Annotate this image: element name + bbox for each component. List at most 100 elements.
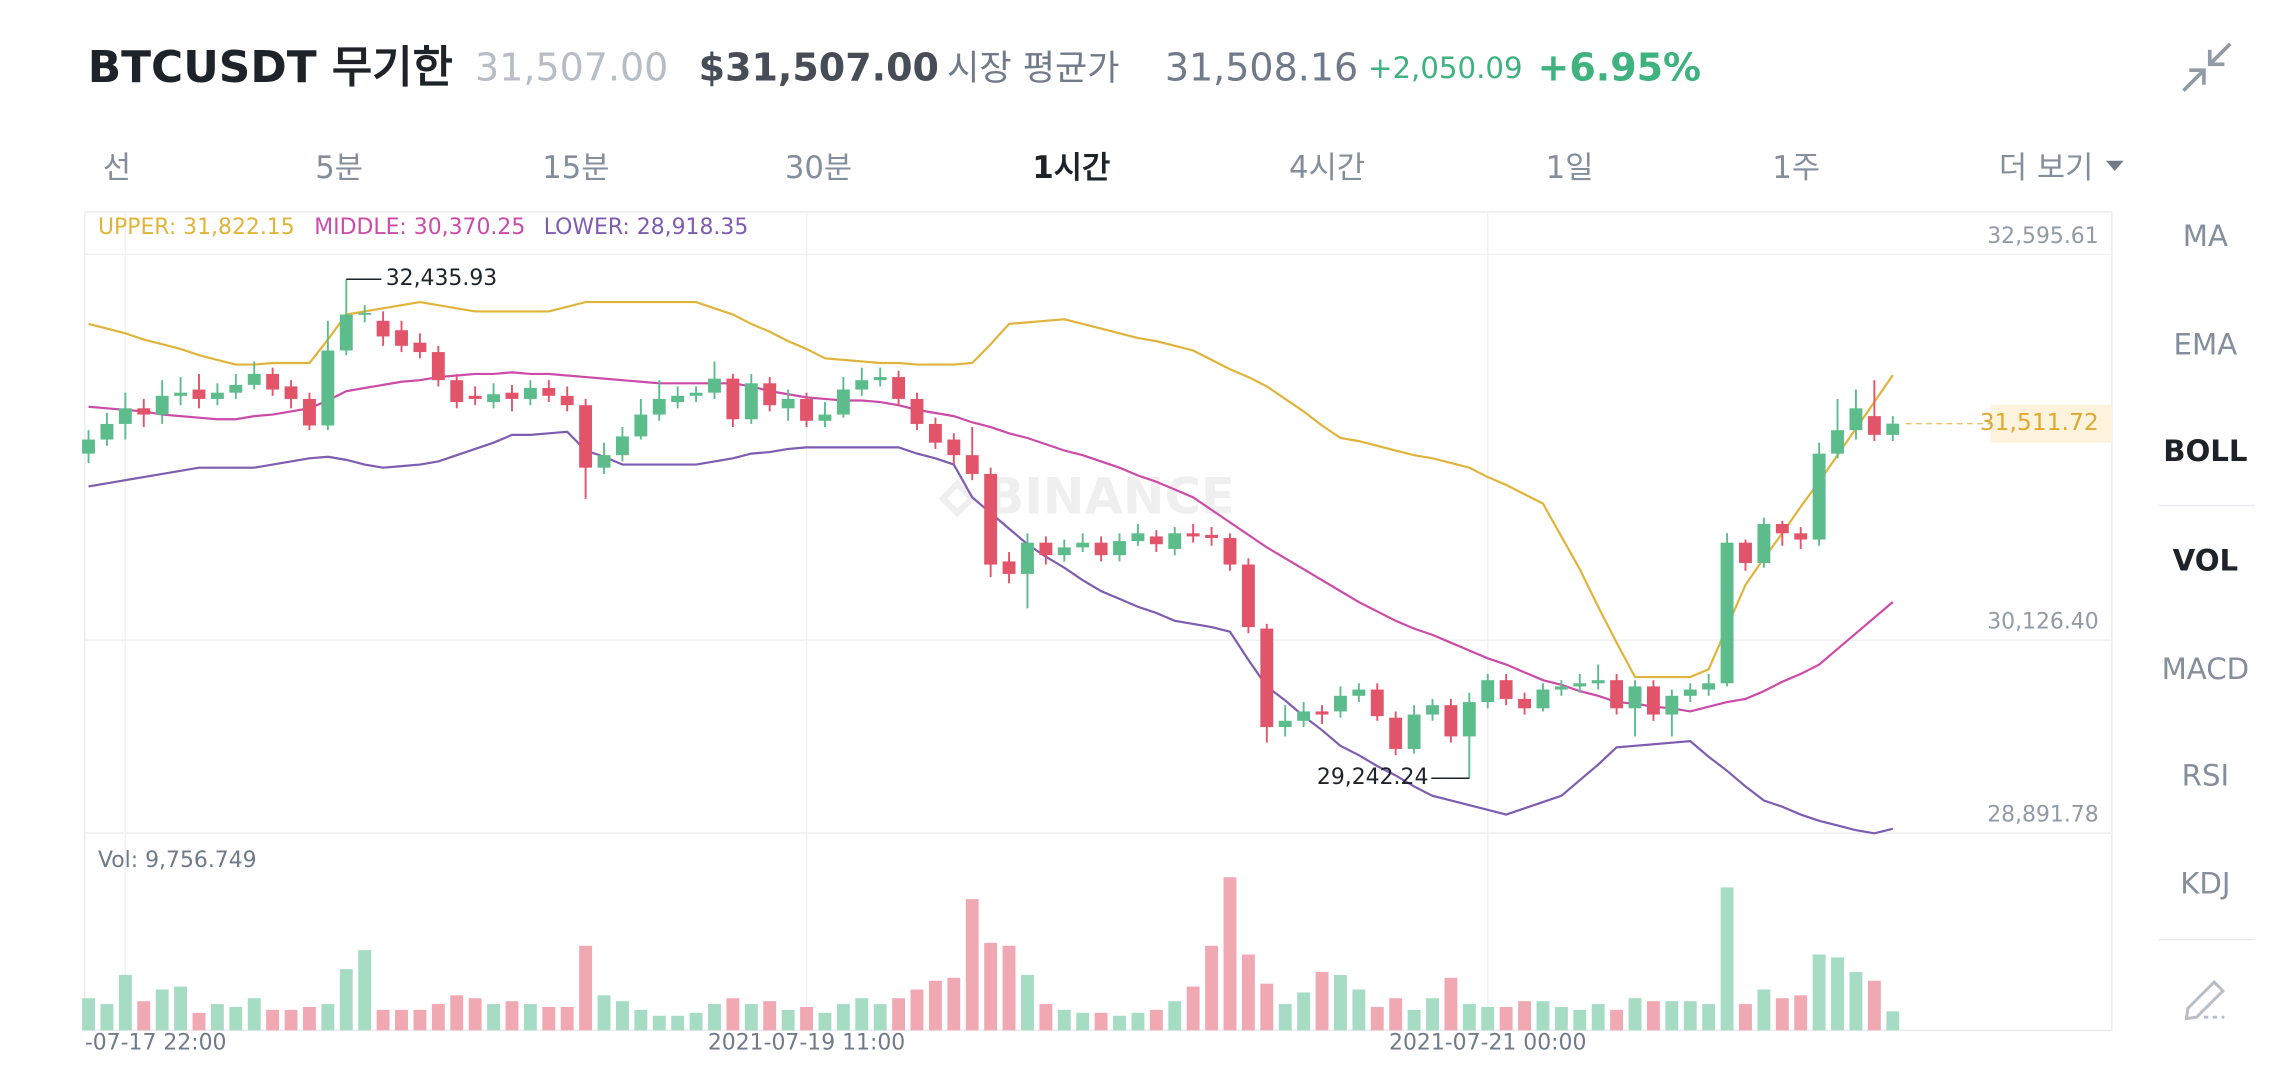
candle-body — [1886, 423, 1900, 435]
indicator-tab[interactable]: EMA — [2174, 327, 2238, 361]
volume-bar — [174, 986, 188, 1031]
candle-body — [1499, 680, 1513, 699]
volume-bar — [321, 1004, 335, 1031]
volume-bar — [266, 1009, 280, 1031]
volume-bar — [634, 1009, 648, 1031]
candle-body — [1168, 533, 1182, 549]
interval-tab[interactable]: 30분 — [785, 151, 852, 186]
volume-bar — [1094, 1012, 1108, 1031]
volume-bar — [118, 974, 132, 1031]
volume-bar — [615, 1001, 629, 1031]
candle-body — [1131, 533, 1145, 542]
y-tick-label: 28,891.78 — [1987, 802, 2098, 827]
volume-bar — [1831, 957, 1844, 1031]
interval-tab[interactable]: 더 보기 — [1999, 151, 2093, 186]
candle-body — [1426, 705, 1439, 715]
dropdown-arrow — [2106, 160, 2124, 171]
volume-bar — [1334, 974, 1347, 1031]
indicator-tab[interactable]: KDJ — [2180, 867, 2230, 901]
indicator-tab[interactable]: VOL — [2173, 544, 2239, 578]
indicator-tab[interactable]: BOLL — [2163, 434, 2247, 468]
candle-body — [1021, 542, 1034, 574]
change: +2,050.09 — [1368, 51, 1523, 85]
draw-tool-icon[interactable] — [2184, 980, 2225, 1021]
volume-bar — [1186, 986, 1200, 1031]
candle-body — [579, 405, 593, 468]
indicator-tab[interactable]: MACD — [2162, 652, 2250, 686]
volume-bar — [818, 1012, 832, 1031]
candle-body — [505, 392, 519, 399]
volume-bar — [1241, 954, 1255, 1031]
volume-bar — [726, 998, 740, 1031]
candle-body — [229, 384, 243, 393]
interval-tab[interactable]: 1일 — [1546, 151, 1594, 186]
volume-bar — [358, 950, 372, 1031]
watermark-text: BINANCE — [987, 467, 1235, 525]
volume-bar — [1002, 945, 1016, 1031]
candle-body — [155, 395, 169, 415]
volume-bar — [210, 1004, 224, 1031]
interval-tab[interactable]: 1주 — [1772, 151, 1820, 186]
volume-bar — [229, 1006, 243, 1031]
volume-bar — [1757, 989, 1771, 1031]
candle-body — [1849, 408, 1863, 431]
candle-body — [1241, 564, 1255, 628]
volume-bar — [1223, 877, 1237, 1031]
candle-body — [1039, 542, 1053, 556]
volume-bar — [1573, 1009, 1587, 1031]
interval-tab[interactable]: 1시간 — [1032, 151, 1110, 186]
candle-body — [1775, 523, 1789, 534]
candle-body — [763, 383, 777, 406]
candle-body — [708, 378, 721, 393]
volume-bar — [303, 1006, 316, 1031]
candle-body — [1610, 680, 1624, 709]
candle-body — [1757, 523, 1771, 563]
volume-bar — [1444, 977, 1458, 1031]
x-tick-label: 2021-07-19 11:00 — [708, 1030, 905, 1055]
candle-body — [1352, 689, 1366, 696]
volume-bar — [1039, 1004, 1053, 1031]
volume-bar — [1278, 1004, 1292, 1031]
candle-body — [174, 392, 188, 396]
volume-bar — [560, 1006, 574, 1031]
interval-tab[interactable]: 15분 — [542, 151, 609, 186]
volume-bar — [1554, 1006, 1568, 1031]
indicator-tab[interactable]: MA — [2183, 219, 2228, 253]
volume-bar — [928, 980, 942, 1031]
volume-bar — [395, 1009, 408, 1031]
volume-bar — [1739, 1004, 1752, 1031]
candle-body — [800, 398, 813, 421]
chart-layer: 선 5분 15분 30분 1시간 4시간 1일 1주 더 보기 MA EMA BOLL VOL MACD R… — [82, 151, 2249, 1055]
candle-body — [1297, 711, 1311, 721]
volume-bar — [487, 1004, 501, 1031]
volume-bar — [247, 998, 261, 1031]
candle-body — [450, 380, 464, 403]
indicator-tab[interactable]: RSI — [2182, 758, 2229, 792]
volume-bar — [523, 1004, 537, 1031]
x-tick-label: -07-17 22:00 — [85, 1030, 227, 1055]
candle-body — [1481, 680, 1495, 703]
volume-bar — [1646, 1001, 1660, 1031]
candle-body — [560, 395, 574, 406]
collapse-icon[interactable] — [2182, 42, 2232, 92]
candle-body — [1554, 686, 1568, 690]
volume-bar — [855, 998, 869, 1031]
candle-body — [1260, 628, 1274, 728]
interval-tab[interactable]: 5분 — [315, 151, 363, 186]
volume-bar — [1021, 974, 1034, 1031]
candle-body — [1370, 689, 1384, 717]
candle-body — [818, 414, 832, 421]
mark-price: 31,508.16 — [1165, 46, 1358, 90]
candle-body — [1223, 537, 1237, 565]
candle-body — [1518, 698, 1531, 709]
volume-bar — [505, 1001, 519, 1031]
candle-body — [873, 377, 887, 381]
volume-bar — [284, 1009, 298, 1031]
candle-body — [1002, 561, 1016, 574]
volume-label: Vol: 9,756.749 — [98, 848, 257, 873]
interval-tab[interactable]: 4시간 — [1289, 151, 1365, 186]
candle-body — [947, 439, 961, 456]
interval-tab[interactable]: 선 — [103, 151, 131, 186]
